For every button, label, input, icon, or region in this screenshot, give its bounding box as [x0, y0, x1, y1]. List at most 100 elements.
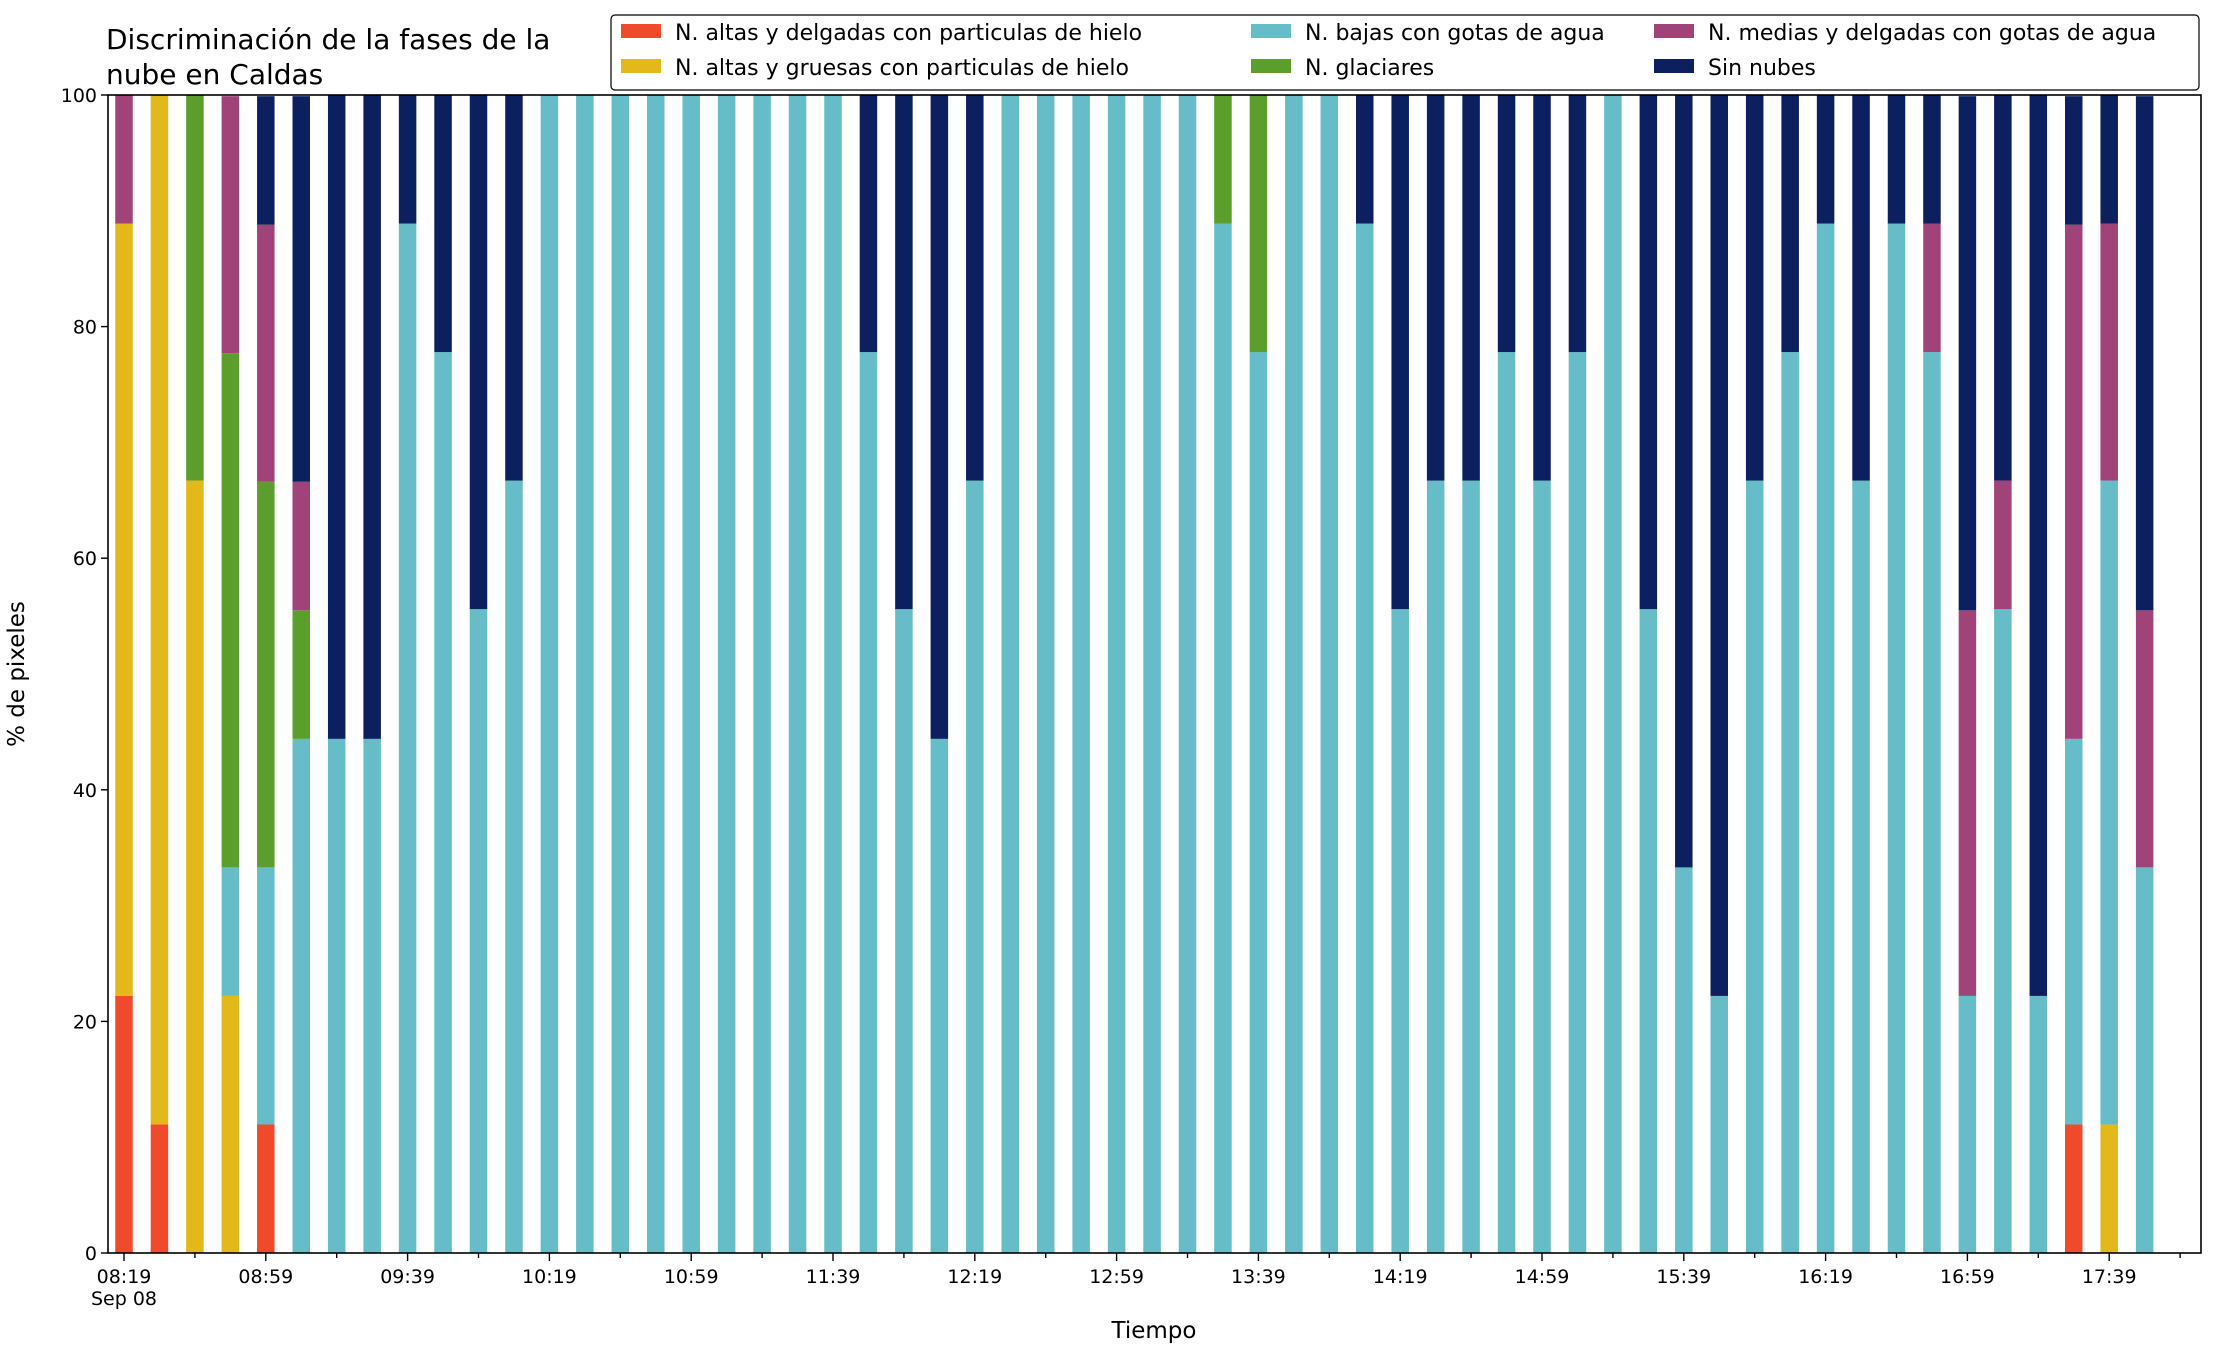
bar-segment-30-s2: [1178, 95, 1197, 1253]
bar-segment-52-s2: [1958, 995, 1977, 1253]
x-tick-label-2: 09:39: [380, 1266, 435, 1288]
y-axis-label: % de pixeles: [4, 601, 30, 747]
bar-segment-57-s5: [2135, 96, 2154, 611]
bar-segment-45-s5: [1710, 95, 1728, 996]
bar-segment-0-s4: [115, 95, 133, 224]
legend-label-3: N. glaciares: [1305, 56, 1434, 81]
bar-segment-8-s5: [398, 95, 417, 224]
bar-segment-6-s2: [327, 738, 346, 1253]
bar-segment-54-s2: [2029, 995, 2048, 1253]
bar-segment-23-s5: [930, 95, 949, 739]
bar-segment-5-s3: [292, 610, 310, 739]
bar-segment-9-s2: [434, 352, 452, 1254]
bar-segment-24-s2: [966, 480, 984, 1253]
bar-segment-35-s5: [1356, 95, 1374, 224]
bar-segment-53-s2: [1994, 609, 2012, 1253]
legend-swatch-4: [1654, 24, 1694, 38]
bar-segment-4-s5: [257, 96, 275, 225]
bar-segment-17-s2: [717, 95, 736, 1253]
bar-segment-46-s2: [1745, 480, 1764, 1253]
bar-segment-47-s2: [1781, 352, 1799, 1254]
bar-segment-43-s5: [1639, 95, 1658, 610]
bar-segment-45-s2: [1710, 995, 1728, 1253]
bar-segment-27-s2: [1072, 95, 1090, 1253]
bar-segment-57-s2: [2135, 867, 2154, 1253]
bar-segment-52-s5: [1958, 96, 1977, 611]
y-tick-label-0: 0: [85, 1243, 97, 1265]
legend: N. altas y delgadas con particulas de hi…: [610, 14, 2200, 91]
chart-title-line-1: Discriminación de la fases de la: [106, 23, 550, 56]
bar-segment-25-s2: [1001, 95, 1019, 1253]
legend-box: [610, 14, 2200, 91]
x-tick-label-0: 08:19: [97, 1266, 152, 1288]
x-tick-label-9: 14:19: [1373, 1266, 1428, 1288]
y-tick-label-1: 20: [73, 1011, 97, 1033]
bar-segment-51-s4: [1923, 223, 1941, 353]
bar-segment-32-s2: [1249, 352, 1268, 1254]
y-tick-label-3: 60: [73, 548, 97, 570]
bar-segment-26-s2: [1036, 95, 1055, 1253]
x-tick-label-12: 16:19: [1798, 1266, 1853, 1288]
bar-segment-10-s2: [469, 609, 488, 1253]
legend-swatch-1: [621, 59, 661, 73]
bar-segment-4-s2: [257, 867, 275, 1125]
bar-segment-48-s5: [1816, 95, 1835, 224]
bar-segment-23-s2: [930, 738, 949, 1253]
bar-segment-38-s2: [1462, 480, 1480, 1253]
bar-segment-46-s5: [1745, 95, 1764, 481]
x-tick-label-11: 15:39: [1656, 1266, 1711, 1288]
bar-segment-24-s5: [966, 95, 984, 481]
x-tick-label-4: 10:59: [664, 1266, 719, 1288]
bar-segment-11-s2: [505, 480, 523, 1253]
bar-segment-43-s2: [1639, 609, 1658, 1253]
x-tick-label-13: 16:59: [1940, 1266, 1995, 1288]
bar-segment-37-s5: [1426, 95, 1445, 481]
bar-segment-19-s2: [788, 95, 807, 1253]
bar-segment-37-s2: [1426, 480, 1445, 1253]
bar-segment-5-s5: [292, 96, 310, 482]
bar-segment-0-s1: [115, 223, 133, 996]
bar-segment-35-s2: [1356, 223, 1374, 1253]
bar-segment-0-s0: [115, 995, 133, 1253]
bar-segment-44-s5: [1675, 95, 1693, 868]
bar-segment-6-s5: [327, 95, 346, 739]
bar-segment-12-s2: [540, 95, 559, 1253]
bar-segment-39-s2: [1497, 352, 1516, 1254]
bar-segment-3-s1: [221, 995, 240, 1253]
bar-segment-56-s4: [2100, 223, 2118, 481]
bar-segment-31-s2: [1214, 223, 1232, 1253]
bar-segment-5-s2: [292, 738, 310, 1253]
x-tick-date-label: Sep 08: [91, 1288, 157, 1310]
bar-segment-5-s4: [292, 481, 310, 611]
bar-segment-14-s2: [611, 95, 630, 1253]
bar-segment-29-s2: [1143, 95, 1161, 1253]
bar-segment-49-s2: [1852, 480, 1870, 1253]
x-tick-label-1: 08:59: [238, 1266, 293, 1288]
bar-segment-7-s5: [363, 95, 381, 739]
bar-segment-9-s5: [434, 95, 452, 353]
bar-segment-32-s3: [1249, 95, 1268, 353]
bar-segment-53-s5: [1994, 95, 2012, 481]
x-axis: 08:19 08:59 09:39 10:19 10:59 11:39 12:19 12:59…: [91, 1253, 2181, 1310]
bar-segment-55-s0: [2065, 1124, 2083, 1253]
bar-segment-36-s2: [1391, 609, 1409, 1253]
plot-frame: [107, 94, 2202, 1254]
bar-segment-51-s2: [1923, 352, 1941, 1254]
legend-label-5: Sin nubes: [1708, 56, 1816, 81]
bar-segment-16-s2: [682, 95, 700, 1253]
bar-segment-11-s5: [505, 95, 523, 481]
bar-segment-53-s4: [1994, 480, 2012, 610]
bar-segment-41-s5: [1568, 95, 1587, 353]
bar-segment-40-s2: [1533, 480, 1551, 1253]
bar-segment-36-s5: [1391, 95, 1409, 610]
bar-segment-2-s1: [186, 480, 204, 1253]
bar-segment-50-s5: [1887, 95, 1906, 224]
bar-segment-55-s5: [2065, 96, 2083, 225]
bar-segment-21-s5: [859, 95, 878, 353]
bar-segment-51-s5: [1923, 95, 1941, 224]
bar-segment-48-s2: [1816, 223, 1835, 1253]
legend-swatch-2: [1251, 24, 1291, 38]
y-tick-label-2: 40: [73, 780, 97, 802]
x-tick-label-10: 14:59: [1515, 1266, 1570, 1288]
bar-segment-39-s5: [1497, 95, 1516, 353]
